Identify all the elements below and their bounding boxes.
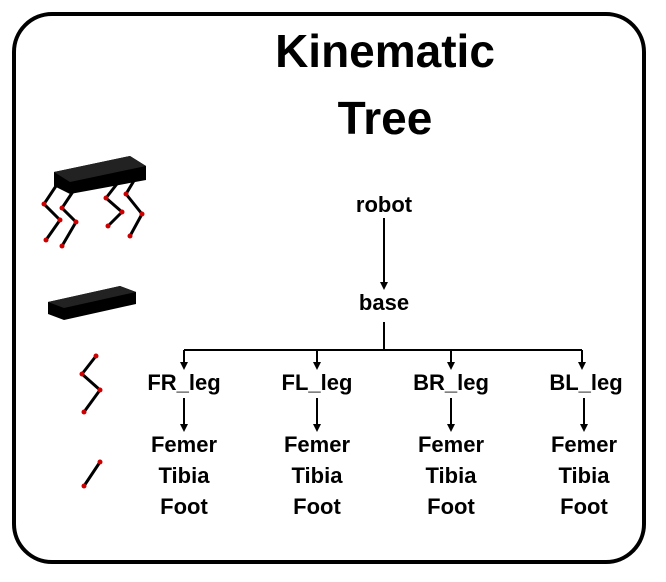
fr-femer: Femer xyxy=(150,432,218,457)
node-fr-leg: FR_leg xyxy=(147,370,221,395)
node-br-leg: BR_leg xyxy=(413,370,489,395)
fr-foot: Foot xyxy=(160,494,208,519)
quadruped-robot-icon xyxy=(41,156,146,249)
node-base: base xyxy=(358,290,410,315)
bl-femer: Femer xyxy=(550,432,618,457)
fl-foot: Foot xyxy=(293,494,341,519)
fl-femer: Femer xyxy=(283,432,351,457)
br-femer: Femer xyxy=(417,432,485,457)
br-foot: Foot xyxy=(427,494,475,519)
fr-tibia: Tibia xyxy=(158,463,210,488)
bl-tibia: Tibia xyxy=(558,463,610,488)
base-body-icon xyxy=(48,286,136,320)
leg-icon xyxy=(79,353,103,415)
node-robot: robot xyxy=(355,192,413,217)
node-fl-leg: FL_leg xyxy=(281,370,353,395)
bl-foot: Foot xyxy=(560,494,608,519)
title-line-1: Kinematic xyxy=(275,25,495,77)
diagram-frame xyxy=(12,12,646,564)
node-bl-leg: BL_leg xyxy=(549,370,623,395)
br-tibia: Tibia xyxy=(425,463,477,488)
fl-tibia: Tibia xyxy=(291,463,343,488)
title-line-2: Tree xyxy=(337,92,433,144)
link-icon xyxy=(81,459,103,489)
